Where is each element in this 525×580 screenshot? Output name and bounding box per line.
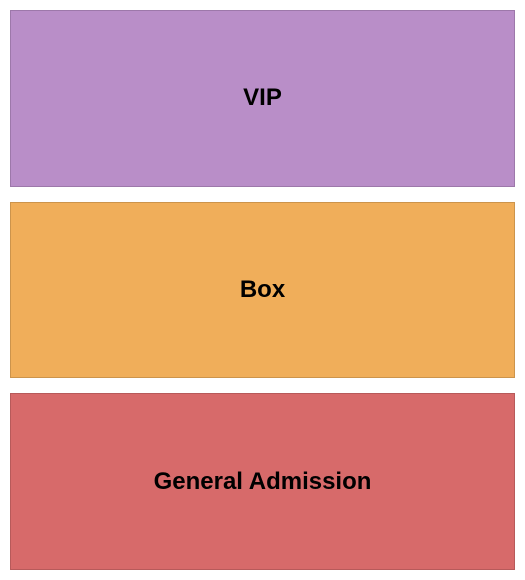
- section-label-box: Box: [240, 276, 285, 304]
- section-label-vip: VIP: [243, 84, 282, 112]
- seating-chart: VIP Box General Admission: [10, 10, 515, 570]
- section-vip[interactable]: VIP: [10, 10, 515, 187]
- section-box[interactable]: Box: [10, 202, 515, 379]
- section-general-admission[interactable]: General Admission: [10, 393, 515, 570]
- section-label-general-admission: General Admission: [154, 468, 372, 496]
